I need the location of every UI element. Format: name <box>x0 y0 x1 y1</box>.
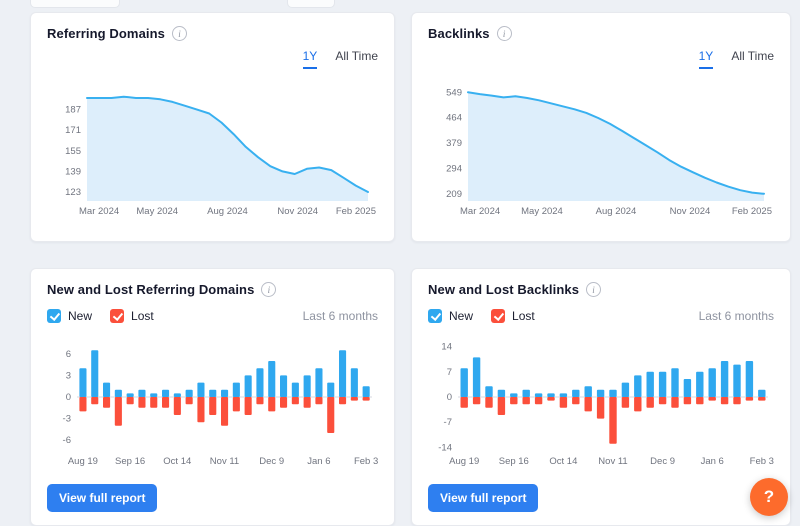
svg-text:Jan 6: Jan 6 <box>307 456 330 467</box>
svg-text:May 2024: May 2024 <box>136 206 178 217</box>
checkbox-checked-icon <box>47 309 61 323</box>
svg-text:Oct 14: Oct 14 <box>163 456 191 467</box>
legend-row: New Lost Last 6 months <box>428 309 774 323</box>
svg-text:-6: -6 <box>63 435 71 446</box>
view-full-report-button[interactable]: View full report <box>47 484 158 512</box>
svg-text:-3: -3 <box>63 414 71 425</box>
new-lost-referring-domains-card: New and Lost Referring Domains i New Los… <box>30 268 395 526</box>
svg-text:Feb 3: Feb 3 <box>750 456 774 467</box>
info-icon[interactable]: i <box>261 282 277 297</box>
tab-1y[interactable]: 1Y <box>698 49 714 69</box>
legend-label-lost: Lost <box>512 309 535 323</box>
svg-text:14: 14 <box>441 342 452 353</box>
svg-text:Aug 2024: Aug 2024 <box>596 206 637 217</box>
tab-all-time[interactable]: All Time <box>335 49 378 63</box>
new-lost-backlinks-chart[interactable]: 14 7 0 -7 -14 Aug 19 Sep 16 Oct 14 Nov 11 Dec 9 Ja… <box>428 335 774 472</box>
svg-text:Mar 2024: Mar 2024 <box>79 206 119 217</box>
tab-all-time[interactable]: All Time <box>731 49 774 63</box>
card-title: New and Lost Backlinks <box>428 282 580 297</box>
range-label: Last 6 months <box>302 309 378 323</box>
card-header: New and Lost Backlinks i <box>428 282 774 297</box>
card-header: Referring Domains i <box>47 26 378 41</box>
svg-text:0: 0 <box>447 392 452 403</box>
toolbar-fragment-right <box>287 0 335 8</box>
svg-text:Aug 19: Aug 19 <box>68 456 98 467</box>
svg-text:Dec 9: Dec 9 <box>650 456 675 467</box>
legend-lost-toggle[interactable]: Lost <box>491 309 535 323</box>
svg-text:Mar 2024: Mar 2024 <box>460 206 500 217</box>
info-icon[interactable]: i <box>172 26 188 41</box>
toolbar-fragment-left <box>30 0 120 8</box>
svg-text:7: 7 <box>447 367 452 378</box>
svg-text:6: 6 <box>66 349 71 360</box>
legend-row: New Lost Last 6 months <box>47 309 378 323</box>
legend-new-toggle[interactable]: New <box>47 309 92 323</box>
help-button[interactable]: ? <box>750 478 788 516</box>
svg-text:171: 171 <box>65 125 81 136</box>
new-lost-referring-domains-chart[interactable]: 6 3 0 -3 -6 Aug 19 Sep 16 Oct 14 Nov 11 Dec 9 Jan … <box>47 335 379 472</box>
svg-text:379: 379 <box>446 138 462 149</box>
svg-text:Nov 11: Nov 11 <box>210 456 239 467</box>
svg-text:Aug 2024: Aug 2024 <box>207 206 248 217</box>
legend-label-lost: Lost <box>131 309 154 323</box>
svg-text:549: 549 <box>446 87 462 98</box>
info-icon[interactable]: i <box>586 282 602 297</box>
referring-domains-card: Referring Domains i 1Y All Time 187 171 15… <box>30 12 395 242</box>
view-full-report-button[interactable]: View full report <box>428 484 539 512</box>
card-title: Backlinks <box>428 26 490 41</box>
svg-text:Oct 14: Oct 14 <box>549 456 577 467</box>
legend-new-toggle[interactable]: New <box>428 309 473 323</box>
backlinks-card: Backlinks i 1Y All Time 549 464 379 294 209 M… <box>411 12 791 242</box>
checkbox-checked-icon <box>110 309 125 323</box>
svg-text:Feb 2025: Feb 2025 <box>732 206 772 217</box>
svg-text:Feb 2025: Feb 2025 <box>336 206 376 217</box>
svg-text:-14: -14 <box>438 442 452 453</box>
svg-text:Jan 6: Jan 6 <box>701 456 724 467</box>
svg-text:139: 139 <box>65 166 81 177</box>
svg-text:Nov 2024: Nov 2024 <box>277 206 318 217</box>
svg-text:187: 187 <box>65 105 81 116</box>
referring-domains-trend-chart[interactable]: 187 171 155 139 123 Mar 2024 May 2024 Aug 2024 N… <box>47 81 378 222</box>
new-lost-backlinks-card: New and Lost Backlinks i New Lost Last 6… <box>411 268 791 526</box>
svg-text:3: 3 <box>66 370 71 381</box>
svg-text:Aug 19: Aug 19 <box>449 456 479 467</box>
legend-label-new: New <box>449 309 474 323</box>
svg-text:0: 0 <box>66 392 71 403</box>
checkbox-checked-icon <box>491 309 506 323</box>
legend-lost-toggle[interactable]: Lost <box>110 309 154 323</box>
svg-text:May 2024: May 2024 <box>521 206 563 217</box>
card-title: New and Lost Referring Domains <box>47 282 255 297</box>
backlinks-trend-chart[interactable]: 549 464 379 294 209 Mar 2024 May 2024 Aug 2024 N… <box>428 81 774 222</box>
svg-text:Dec 9: Dec 9 <box>259 456 284 467</box>
svg-text:-7: -7 <box>444 417 452 428</box>
svg-text:155: 155 <box>65 146 81 157</box>
legend-label-new: New <box>68 309 93 323</box>
card-title: Referring Domains <box>47 26 166 41</box>
svg-text:Feb 3: Feb 3 <box>354 456 378 467</box>
tab-1y[interactable]: 1Y <box>302 49 318 69</box>
dashboard-grid: Referring Domains i 1Y All Time 187 171 15… <box>30 12 791 526</box>
svg-text:Nov 2024: Nov 2024 <box>670 206 711 217</box>
svg-text:464: 464 <box>446 113 462 124</box>
time-range-tabs: 1Y All Time <box>428 49 774 69</box>
range-label: Last 6 months <box>698 309 774 323</box>
checkbox-checked-icon <box>428 309 442 323</box>
svg-text:294: 294 <box>446 163 462 174</box>
svg-text:Sep 16: Sep 16 <box>499 456 529 467</box>
time-range-tabs: 1Y All Time <box>47 49 378 69</box>
card-header: Backlinks i <box>428 26 774 41</box>
svg-text:209: 209 <box>446 189 462 200</box>
card-header: New and Lost Referring Domains i <box>47 282 378 297</box>
svg-text:Nov 11: Nov 11 <box>598 456 627 467</box>
info-icon[interactable]: i <box>496 26 512 41</box>
svg-text:Sep 16: Sep 16 <box>115 456 145 467</box>
svg-text:123: 123 <box>65 187 81 198</box>
